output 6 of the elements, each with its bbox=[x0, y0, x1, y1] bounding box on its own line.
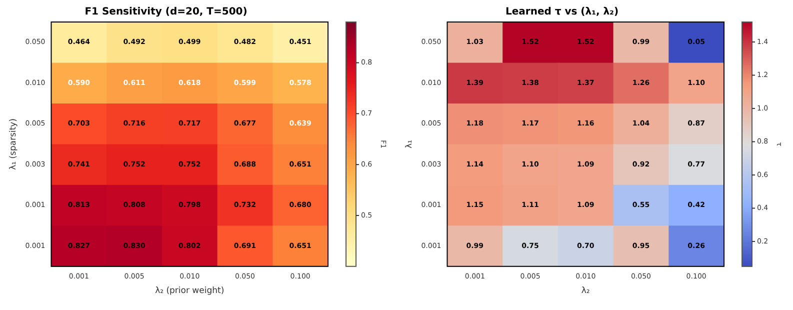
chart-title: F1 Sensitivity (d=20, T=500) bbox=[84, 6, 248, 18]
x-axis-title: λ₂ bbox=[581, 286, 590, 296]
chart-title: Learned τ vs (λ₁, λ₂) bbox=[505, 6, 619, 18]
y-axis-title: λ₁ bbox=[404, 140, 414, 148]
x-axis-title: λ₂ (prior weight) bbox=[155, 286, 224, 296]
y-axis-title: λ₁ (sparsity) bbox=[8, 118, 18, 170]
